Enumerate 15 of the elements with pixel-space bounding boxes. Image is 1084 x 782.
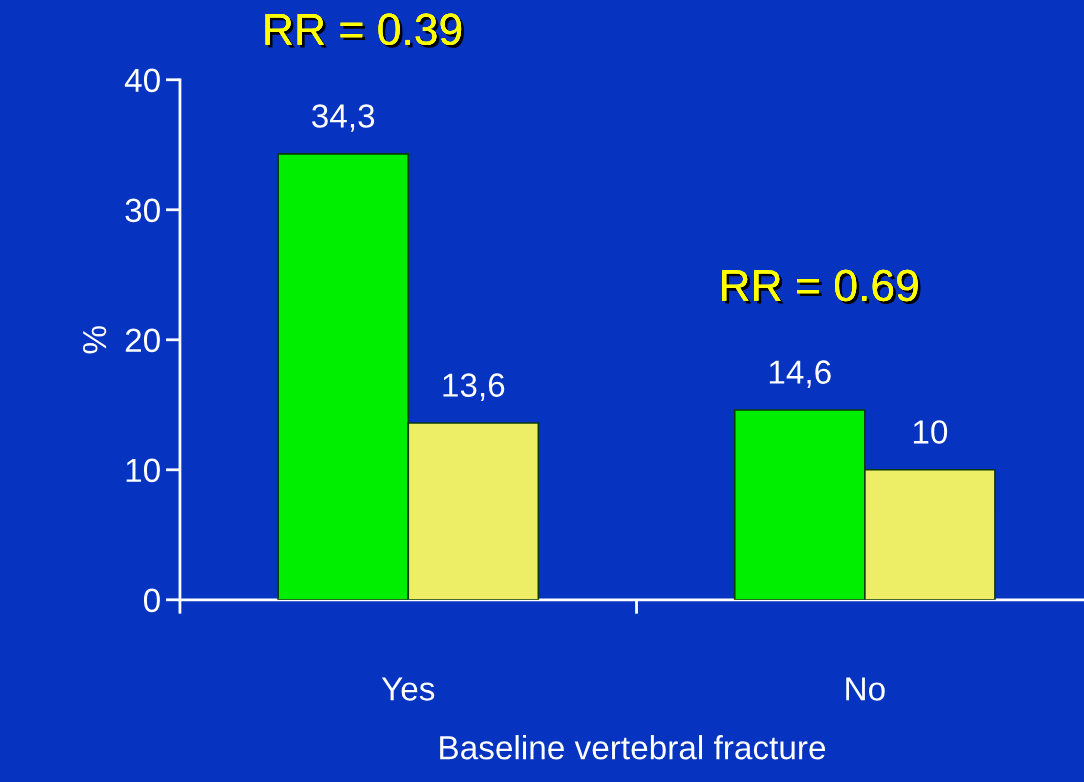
x-axis-title: Baseline vertebral fracture xyxy=(440,735,826,760)
y-tick-label: 0 xyxy=(143,588,160,613)
y-tick-label: 10 xyxy=(126,458,160,483)
data-label: 10 xyxy=(913,420,948,444)
x-tick-label: Yes xyxy=(381,677,435,701)
x-tick-label: No xyxy=(846,677,885,701)
text: RR = 0.39 xyxy=(265,13,464,48)
y-tick-label: 30 xyxy=(125,198,160,223)
y-tick-label: 20 xyxy=(125,328,160,353)
data-label: 34,3 xyxy=(312,104,375,132)
data-label: 13,6 xyxy=(443,373,505,401)
annotation: RR = 0.69 xyxy=(722,269,921,304)
data-label: 14,6 xyxy=(769,360,831,388)
y-axis-title: % xyxy=(82,326,107,354)
y-tick-label: 40 xyxy=(124,68,160,93)
